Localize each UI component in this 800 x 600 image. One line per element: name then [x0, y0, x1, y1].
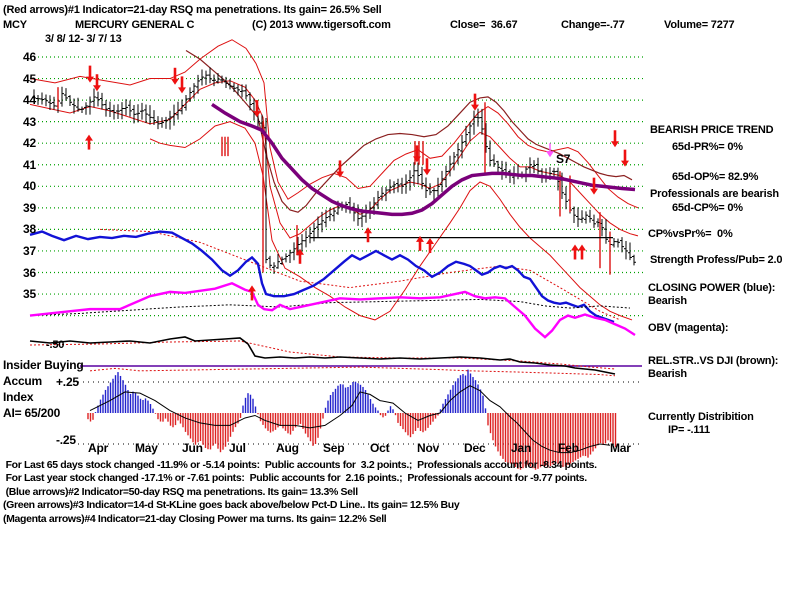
- footer-line-2: (Blue arrows)#2 Indicator=50-day RSQ ma …: [3, 485, 359, 498]
- month-label-nov: Nov: [417, 441, 440, 455]
- right-panel-line-2: 65d-OP%= 82.9%: [672, 171, 759, 183]
- footer-line-1: For Last year stock changed -17.1% or -7…: [3, 472, 588, 485]
- price-tick-38: 38: [23, 222, 36, 237]
- price-tick-36: 36: [23, 265, 36, 280]
- price-tick-44: 44: [23, 93, 36, 108]
- month-label-jan: Jan: [511, 441, 532, 455]
- price-tick-41: 41: [23, 157, 36, 172]
- accum-label: Accum: [3, 374, 43, 388]
- month-label-jun: Jun: [182, 441, 203, 455]
- change-value: Change=-.77: [561, 19, 625, 31]
- month-label-may: May: [135, 441, 158, 455]
- month-label-jul: Jul: [229, 441, 246, 455]
- copyright-text: (C) 2013 www.tigersoft.com: [252, 19, 391, 31]
- right-panel-line-4: 65d-CP%= 0%: [672, 202, 743, 214]
- month-label-aug: Aug: [276, 441, 299, 455]
- price-tick-39: 39: [23, 200, 36, 215]
- insider-buying-label: Insider Buying: [3, 358, 84, 372]
- footer-line-4: (Magenta arrows)#4 Indicator=21-day Clos…: [3, 512, 387, 525]
- month-label-apr: Apr: [88, 441, 109, 455]
- rel-strength-level-label: -.50: [46, 339, 65, 351]
- price-tick-42: 42: [23, 136, 36, 151]
- price-tick-46: 46: [23, 50, 36, 64]
- month-label-oct: Oct: [370, 441, 390, 455]
- footer-line-0: For Last 65 days stock changed -11.9% or…: [3, 459, 597, 471]
- close-value: Close= 36.67: [450, 19, 518, 31]
- right-panel-line-13: IP= -.111: [668, 424, 710, 436]
- right-panel-line-5: CP%vsPr%= 0%: [648, 228, 733, 240]
- right-panel-line-11: Bearish: [648, 368, 687, 380]
- right-panel-line-10: REL.STR..VS DJI (brown):: [648, 355, 779, 367]
- date-range: 3/ 8/ 12- 3/ 7/ 13: [45, 33, 122, 45]
- ticker-symbol: MCY: [3, 19, 27, 31]
- price-tick-43: 43: [23, 114, 36, 129]
- month-label-sep: Sep: [323, 441, 345, 455]
- right-panel-line-0: BEARISH PRICE TREND: [650, 124, 774, 136]
- right-panel-line-7: CLOSING POWER (blue):: [648, 282, 776, 294]
- month-label-mar: Mar: [610, 441, 631, 455]
- price-tick-45: 45: [23, 71, 36, 86]
- footer-line-3: (Green arrows)#3 Indicator=14-d St-KLine…: [3, 499, 460, 512]
- right-panel-line-8: Bearish: [648, 295, 687, 307]
- right-panel-line-1: 65d-PR%= 0%: [672, 141, 743, 153]
- company-name: MERCURY GENERAL C: [75, 19, 195, 31]
- ai-ratio-label: AI= 65/200: [3, 406, 61, 420]
- s7-annotation: S7: [556, 152, 571, 166]
- month-label-feb: Feb: [558, 441, 579, 455]
- plus-25-label: +.25: [56, 375, 79, 389]
- header-line1: (Red arrows)#1 Indicator=21-day RSQ ma p…: [3, 4, 382, 16]
- price-tick-37: 37: [23, 243, 36, 258]
- right-panel-line-6: Strength Profess/Pub= 2.0: [650, 254, 783, 266]
- index-label: Index: [3, 390, 34, 404]
- volume-value: Volume= 7277: [664, 19, 735, 31]
- right-panel-line-12: Currently Distribition: [648, 411, 754, 423]
- price-tick-40: 40: [23, 179, 36, 194]
- month-label-dec: Dec: [464, 441, 486, 455]
- minus-25-label: -.25: [56, 433, 76, 447]
- right-panel-line-9: OBV (magenta):: [648, 322, 729, 334]
- price-tick-35: 35: [23, 287, 36, 302]
- right-panel-line-3: Professionals are bearish: [650, 188, 779, 200]
